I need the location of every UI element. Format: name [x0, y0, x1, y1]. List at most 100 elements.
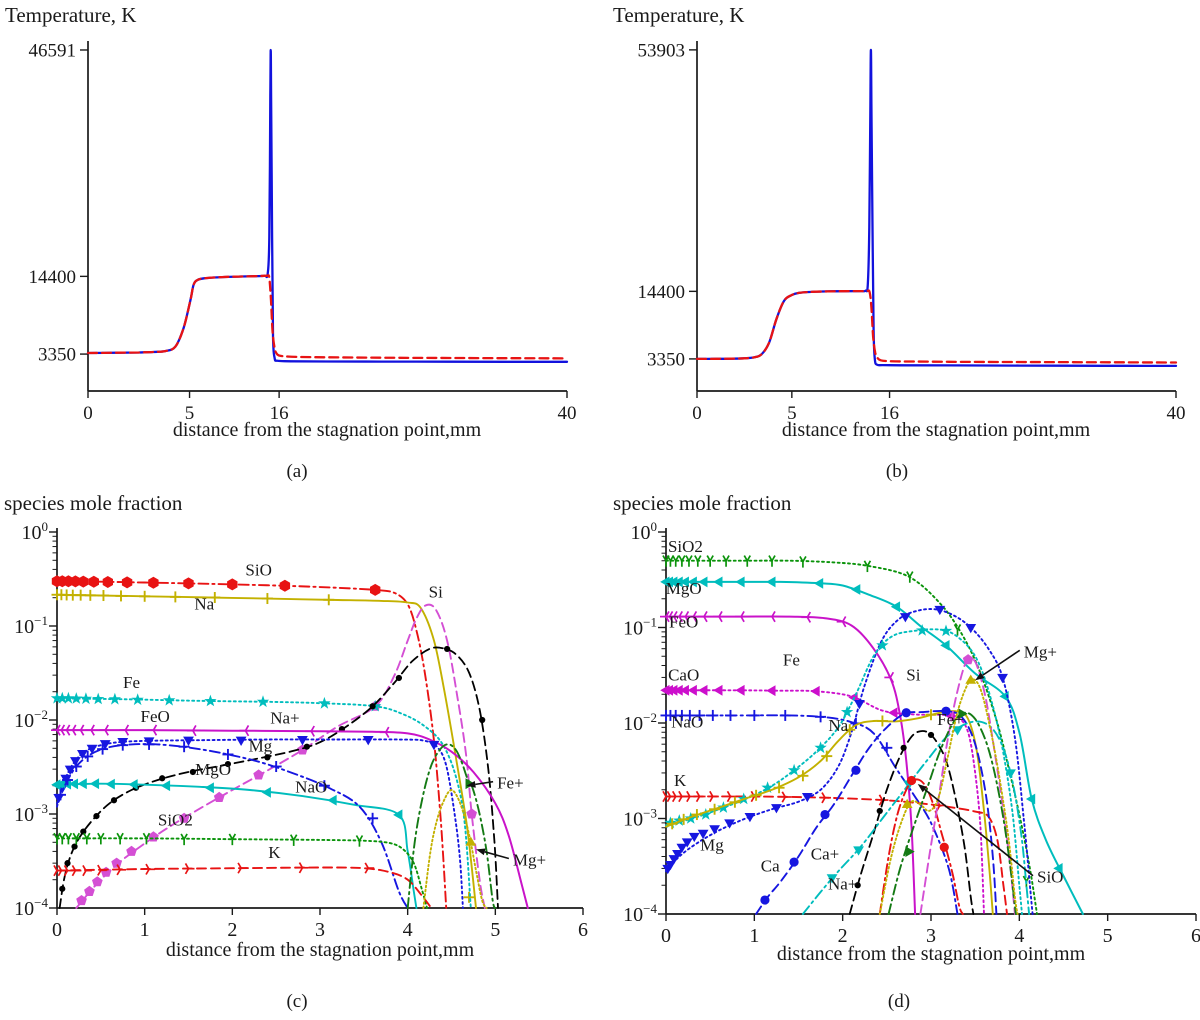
curve-label-Fe+: Fe+	[937, 710, 964, 729]
annotation-Mg+: Mg+	[975, 642, 1057, 681]
y-tick-label: 3350	[38, 345, 76, 366]
y-tick-label: 53903	[638, 40, 686, 61]
series-Na-markers	[51, 589, 475, 903]
curve-label-Na: Na	[828, 716, 848, 735]
curve-label-Fe: Fe	[783, 651, 800, 670]
y-tick-label: 10−3	[623, 806, 657, 831]
x-tick-label: 5	[1103, 925, 1113, 947]
series-Si	[75, 603, 486, 909]
series-Na+	[801, 720, 1031, 915]
x-tick-label: 4	[403, 919, 413, 941]
series-MgO-line	[665, 580, 1084, 915]
curve-label-FeO: FeO	[141, 707, 170, 726]
x-tick-label: 40	[1167, 403, 1186, 424]
series-Si-line	[75, 603, 486, 909]
axis: 0 5 16 40 3350 14400 53903	[638, 40, 1186, 424]
x-axis-label: distance from the stagnation point,mm	[173, 419, 482, 441]
series-dashed	[695, 289, 1178, 364]
series-Si	[919, 654, 1016, 915]
series-NaO	[55, 738, 409, 909]
curve-label-CaO: CaO	[668, 665, 699, 684]
x-tick-label: 5	[490, 919, 500, 941]
x-tick-label: 6	[578, 919, 588, 941]
series-solid	[86, 48, 569, 363]
caption: (d)	[888, 991, 910, 1012]
series-Mg-markers	[662, 605, 1008, 875]
curve-label-Na: Na	[194, 594, 214, 613]
curve-label-K: K	[268, 843, 281, 862]
x-axis-label: distance from the stagnation point,mm	[166, 939, 475, 961]
series-Fe-markers	[50, 691, 382, 712]
x-tick-label: 5	[787, 403, 797, 424]
annotation-SiO: SiO	[917, 783, 1063, 887]
series-solid	[695, 48, 1178, 368]
y-tick-label: 10−4	[14, 895, 48, 920]
y-tick-label: 10−4	[623, 901, 657, 926]
series-FeO	[51, 724, 529, 909]
x-tick-label: 2	[838, 925, 848, 947]
series-NaO-markers	[660, 709, 893, 754]
panel-title: Temperature, K	[5, 3, 136, 27]
series-FeO-markers	[51, 724, 390, 738]
series-SiO2-line	[56, 837, 428, 909]
x-tick-label: 6	[1191, 925, 1200, 947]
x-tick-label: 0	[661, 925, 671, 947]
series-MgO-markers	[660, 576, 1063, 874]
series-NaO	[660, 709, 959, 915]
series-MgO	[660, 576, 1084, 915]
curve-label-Si: Si	[906, 665, 920, 684]
series-Na	[665, 709, 994, 915]
curve-label-Mg+: Mg+	[513, 851, 546, 870]
series-SiO2	[662, 555, 1038, 915]
x-tick-label: 3	[315, 919, 325, 941]
annotation-Mg+: Mg+	[476, 848, 546, 870]
x-tick-label: 40	[558, 403, 577, 424]
x-axis-label: distance from the stagnation point,mm	[782, 419, 1091, 441]
x-tick-label: 5	[185, 403, 195, 424]
caption: (c)	[286, 991, 307, 1012]
series-Fe+-line	[887, 711, 1017, 915]
series-Mg+	[422, 789, 488, 909]
curve-label-FeO: FeO	[669, 613, 698, 632]
series-Mg+-line	[422, 789, 488, 909]
series-SiO-markers	[51, 575, 381, 596]
series-Mg+	[878, 674, 1019, 915]
y-tick-label: 10−2	[14, 707, 48, 732]
series-NaO-markers	[55, 738, 379, 824]
series-dashed-line	[86, 274, 569, 360]
panel-title: species mole fraction	[613, 491, 792, 515]
series-Na-line	[665, 710, 994, 915]
curve-label-Ca+: Ca+	[811, 845, 839, 864]
series-Fe-line	[56, 697, 472, 909]
series-dashed-line	[695, 289, 1178, 364]
panel-c: species mole fraction 0 1 2 3 4 5 6 100 10−1 10−2 1…	[4, 491, 588, 1012]
axis: 0 1 2 3 4 5 6 100 10−1 10−2 10−3 10−4	[623, 519, 1200, 947]
x-tick-label: 4	[1014, 925, 1024, 947]
curve-label-Mg: Mg	[249, 737, 273, 756]
series-Ca-line	[755, 709, 998, 915]
series-Na-markers	[666, 709, 937, 830]
series-Na	[51, 589, 477, 909]
x-tick-label: 16	[880, 403, 899, 424]
series-SiO2	[53, 832, 428, 909]
series-Si-markers	[962, 654, 974, 665]
series-Ca+-markers	[854, 731, 935, 889]
series-solid-line	[695, 48, 1178, 368]
series-FeO-line	[56, 729, 529, 909]
y-tick-label: 3350	[647, 349, 685, 370]
series-Si-line	[919, 657, 1016, 915]
x-tick-label: 3	[926, 925, 936, 947]
series-Mg-line	[665, 608, 1034, 915]
panel-b: Temperature, K 0 5 16 40 3350 14400 53903 distan…	[613, 3, 1186, 482]
series-SiO-markers	[906, 775, 949, 852]
curve-label-Fe+: Fe+	[497, 774, 524, 793]
series-MgO	[51, 778, 418, 909]
series-K	[53, 862, 433, 909]
y-tick-label: 14400	[29, 267, 77, 288]
y-tick-label: 10−1	[623, 615, 657, 640]
series-Ca	[755, 706, 998, 915]
y-tick-label: 10−1	[14, 613, 48, 638]
series-K-line	[56, 866, 433, 909]
y-tick-label: 100	[631, 519, 658, 544]
series-Ca-markers	[760, 706, 951, 905]
